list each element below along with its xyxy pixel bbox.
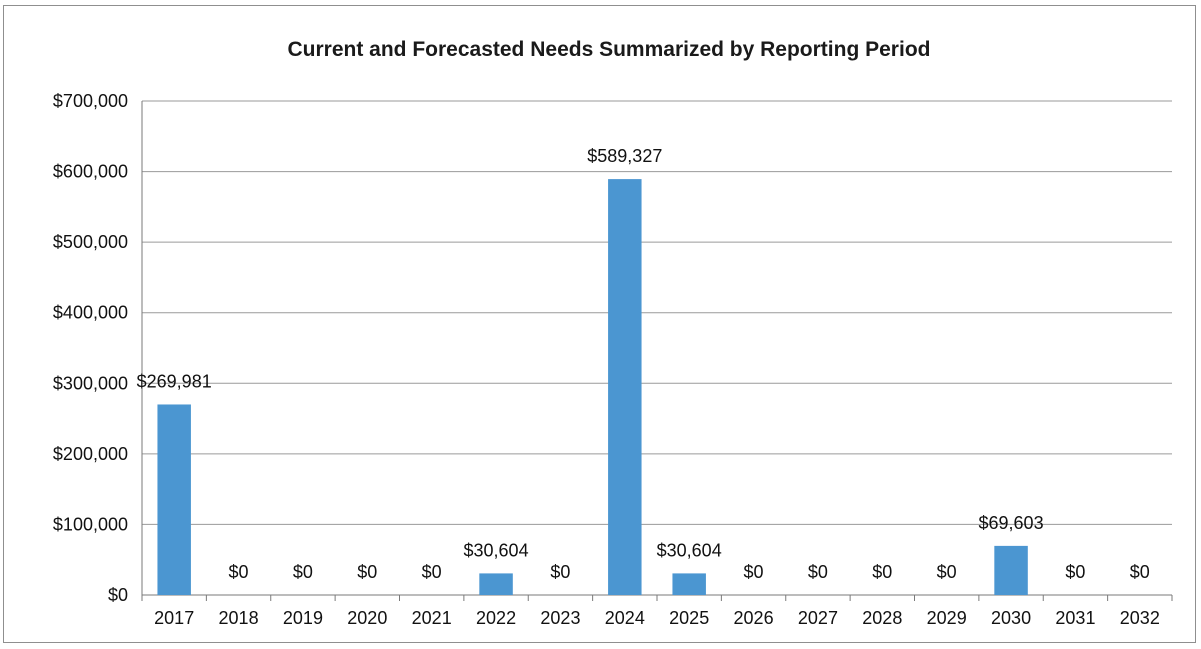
data-label: $589,327 <box>587 146 662 166</box>
y-tick-label: $500,000 <box>53 232 128 252</box>
x-tick-label: 2031 <box>1055 608 1095 628</box>
x-axis-ticks: 2017 2018 2019 2020 2021 2022 2023 2024 2025 2026… <box>154 608 1160 628</box>
x-tick-label: 2017 <box>154 608 194 628</box>
x-tick-label: 2028 <box>862 608 902 628</box>
x-tick-label: 2026 <box>734 608 774 628</box>
x-tick-label: 2025 <box>669 608 709 628</box>
y-tick-label: $600,000 <box>53 162 128 182</box>
gridlines <box>141 100 1173 601</box>
bar <box>608 179 642 595</box>
data-label: $0 <box>1065 562 1085 582</box>
data-label: $0 <box>550 562 570 582</box>
y-tick-label: $0 <box>108 585 128 605</box>
data-label: $0 <box>293 562 313 582</box>
y-tick-label: $300,000 <box>53 373 128 393</box>
x-tick-label: 2018 <box>219 608 259 628</box>
data-label: $0 <box>422 562 442 582</box>
x-tick-label: 2029 <box>927 608 967 628</box>
bar-chart: Current and Forecasted Needs Summarized … <box>53 38 1173 628</box>
x-tick-label: 2021 <box>412 608 452 628</box>
bar <box>672 573 706 595</box>
data-label: $30,604 <box>657 540 722 560</box>
y-axis-ticks: $0 $100,000 $200,000 $300,000 $400,000 $500,0… <box>53 91 128 605</box>
chart-frame: Current and Forecasted Needs Summarized … <box>3 5 1196 643</box>
x-tick-label: 2027 <box>798 608 838 628</box>
y-tick-label: $100,000 <box>53 514 128 534</box>
data-label: $0 <box>1130 562 1150 582</box>
data-label: $0 <box>872 562 892 582</box>
chart-title: Current and Forecasted Needs Summarized … <box>288 38 931 61</box>
x-tick-label: 2030 <box>991 608 1031 628</box>
x-tick-label: 2032 <box>1120 608 1160 628</box>
data-label: $0 <box>744 562 764 582</box>
data-label: $0 <box>937 562 957 582</box>
y-tick-label: $700,000 <box>53 91 128 111</box>
x-tick-label: 2022 <box>476 608 516 628</box>
bar <box>157 404 191 595</box>
x-tick-label: 2024 <box>605 608 645 628</box>
data-label: $269,981 <box>137 371 212 391</box>
y-tick-label: $400,000 <box>53 303 128 323</box>
data-labels: $269,981 $0 $0 $0 $0 $30,604 $0 $589,327 $30,604… <box>137 146 1150 582</box>
x-tick-label: 2023 <box>540 608 580 628</box>
data-label: $0 <box>808 562 828 582</box>
data-label: $0 <box>229 562 249 582</box>
data-label: $30,604 <box>464 540 529 560</box>
x-tick-label: 2019 <box>283 608 323 628</box>
bar <box>479 573 513 595</box>
bar <box>994 545 1028 595</box>
data-label: $69,603 <box>979 513 1044 533</box>
bars <box>157 179 1028 595</box>
x-tick-label: 2020 <box>347 608 387 628</box>
data-label: $0 <box>357 562 377 582</box>
y-tick-label: $200,000 <box>53 444 128 464</box>
